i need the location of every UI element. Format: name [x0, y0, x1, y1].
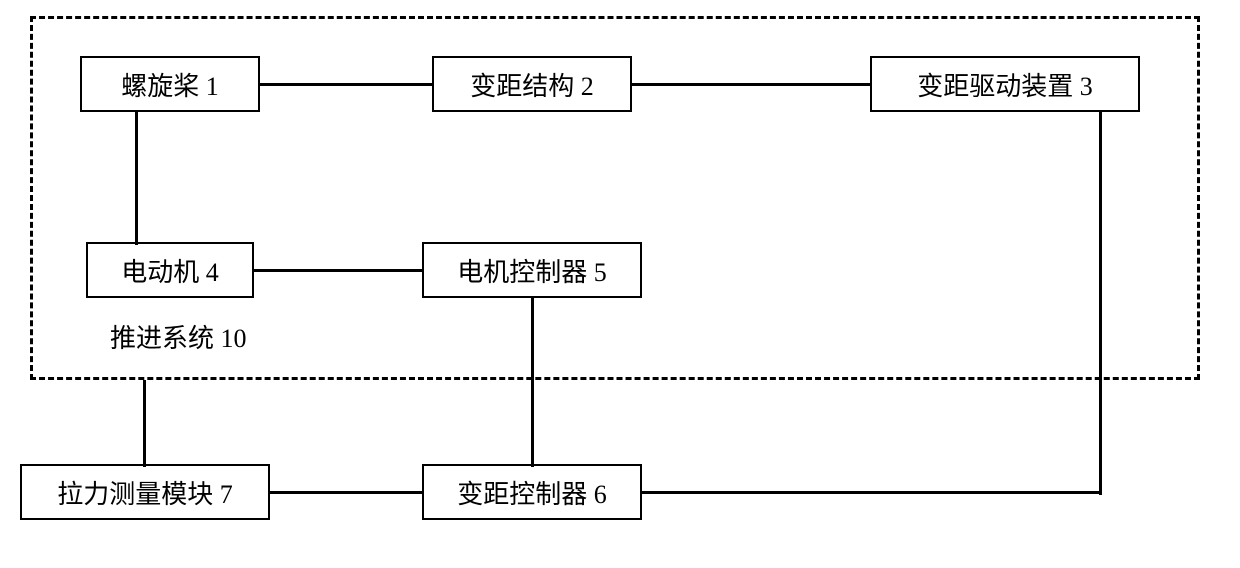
- system-label: 推进系统 10: [110, 318, 247, 355]
- node-pitch-drive-device-3: 变距驱动装置 3: [870, 56, 1140, 112]
- edge-segment: [632, 83, 870, 86]
- node-tension-measure-module-7: 拉力测量模块 7: [20, 464, 270, 520]
- node-motor-controller-5: 电机控制器 5: [422, 242, 642, 298]
- edge-segment: [135, 112, 138, 245]
- edge-segment: [260, 83, 432, 86]
- node-pitch-structure-2: 变距结构 2: [432, 56, 632, 112]
- edge-segment: [1099, 112, 1102, 495]
- edge-segment: [143, 380, 146, 467]
- edge-segment: [270, 491, 422, 494]
- edge-segment: [531, 298, 534, 467]
- node-pitch-controller-6: 变距控制器 6: [422, 464, 642, 520]
- edge-segment: [254, 269, 422, 272]
- node-motor-4: 电动机 4: [86, 242, 254, 298]
- edge-segment: [642, 491, 1100, 494]
- node-propeller-1: 螺旋桨 1: [80, 56, 260, 112]
